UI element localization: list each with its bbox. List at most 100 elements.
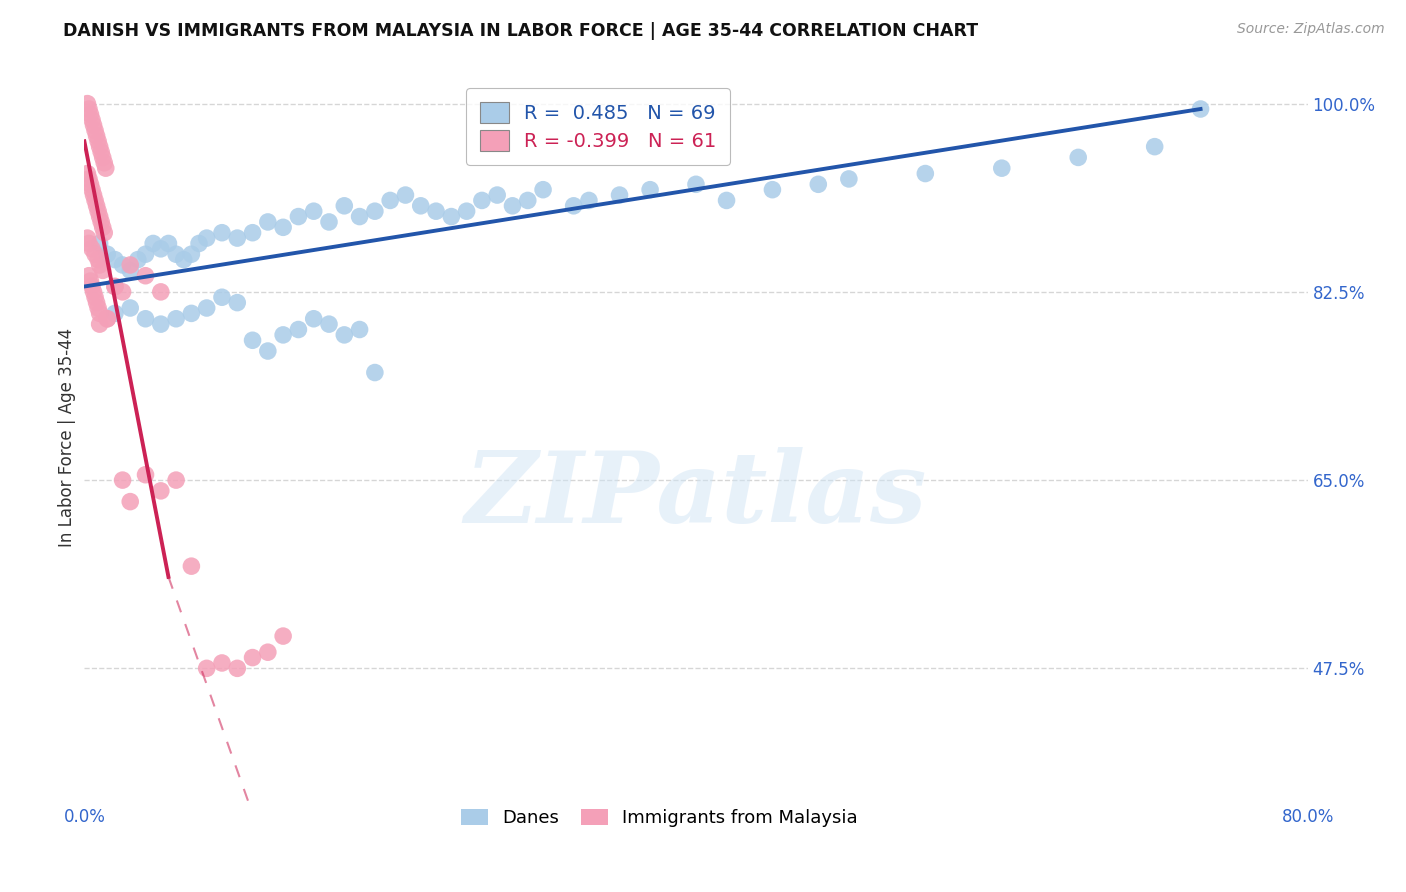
Point (364, 366, 387, 380)
Point (211, 290, 233, 304)
Point (471, 194, 494, 208)
Point (287, 322, 309, 336)
Point (76, 231, 98, 245)
Point (83, 188, 105, 202)
Point (76, 167, 98, 181)
Point (87, 134, 110, 148)
Point (83, 118, 105, 132)
Point (77, 236, 100, 251)
Point (914, 167, 936, 181)
Point (96, 311, 118, 326)
Point (1143, 139, 1166, 153)
Point (638, 183, 661, 197)
Point (578, 194, 600, 208)
Legend: Danes, Immigrants from Malaysia: Danes, Immigrants from Malaysia (454, 801, 865, 834)
Point (562, 199, 585, 213)
Point (318, 215, 340, 229)
Point (90, 145, 112, 159)
Point (96, 247, 118, 261)
Point (120, 494, 142, 508)
Point (195, 301, 218, 315)
Point (80, 279, 103, 293)
Point (91, 150, 114, 164)
Point (502, 199, 524, 213)
Point (149, 317, 172, 331)
Point (165, 311, 187, 326)
Point (188, 236, 211, 251)
Point (302, 204, 325, 219)
Point (180, 247, 202, 261)
Point (516, 194, 538, 208)
Point (87, 301, 110, 315)
Point (257, 344, 280, 359)
Point (271, 220, 294, 235)
Text: ZIPatlas: ZIPatlas (465, 448, 927, 544)
Point (364, 204, 387, 219)
Point (96, 311, 118, 326)
Point (104, 279, 127, 293)
Point (1067, 150, 1090, 164)
Point (135, 268, 157, 283)
Point (409, 199, 432, 213)
Point (90, 215, 112, 229)
Point (531, 183, 554, 197)
Point (104, 252, 127, 267)
Point (120, 263, 142, 277)
Point (83, 285, 105, 299)
Point (242, 650, 264, 665)
Point (807, 178, 830, 192)
Point (91, 220, 114, 235)
Point (333, 199, 356, 213)
Point (685, 178, 707, 192)
Point (84, 247, 107, 261)
Point (242, 226, 264, 240)
Point (111, 473, 134, 487)
Point (1189, 102, 1212, 116)
Point (211, 656, 233, 670)
Point (333, 327, 356, 342)
Point (76, 96, 98, 111)
Point (149, 483, 172, 498)
Point (165, 247, 187, 261)
Point (79, 107, 101, 121)
Point (211, 226, 233, 240)
Point (318, 317, 340, 331)
Point (93, 155, 115, 169)
Point (609, 188, 631, 202)
Point (111, 285, 134, 299)
Point (86, 199, 108, 213)
Point (302, 311, 325, 326)
Point (991, 161, 1014, 176)
Point (157, 236, 180, 251)
Point (80, 183, 103, 197)
Point (120, 258, 142, 272)
Point (271, 327, 294, 342)
Text: DANISH VS IMMIGRANTS FROM MALAYSIA IN LABOR FORCE | AGE 35-44 CORRELATION CHART: DANISH VS IMMIGRANTS FROM MALAYSIA IN LA… (63, 22, 979, 40)
Point (226, 231, 249, 245)
Point (135, 247, 157, 261)
Point (77, 172, 100, 186)
Point (93, 226, 115, 240)
Point (226, 295, 249, 310)
Point (149, 242, 172, 256)
Point (394, 188, 416, 202)
Point (89, 236, 111, 251)
Point (111, 258, 134, 272)
Point (135, 311, 157, 326)
Point (135, 467, 157, 482)
Point (89, 317, 111, 331)
Text: Source: ZipAtlas.com: Source: ZipAtlas.com (1237, 22, 1385, 37)
Point (84, 290, 107, 304)
Point (89, 306, 111, 320)
Point (86, 128, 108, 143)
Point (195, 231, 218, 245)
Point (79, 274, 101, 288)
Point (173, 252, 195, 267)
Point (91, 263, 114, 277)
Point (257, 215, 280, 229)
Point (87, 252, 110, 267)
Point (242, 333, 264, 347)
Point (257, 645, 280, 659)
Point (84, 123, 107, 137)
Point (149, 285, 172, 299)
